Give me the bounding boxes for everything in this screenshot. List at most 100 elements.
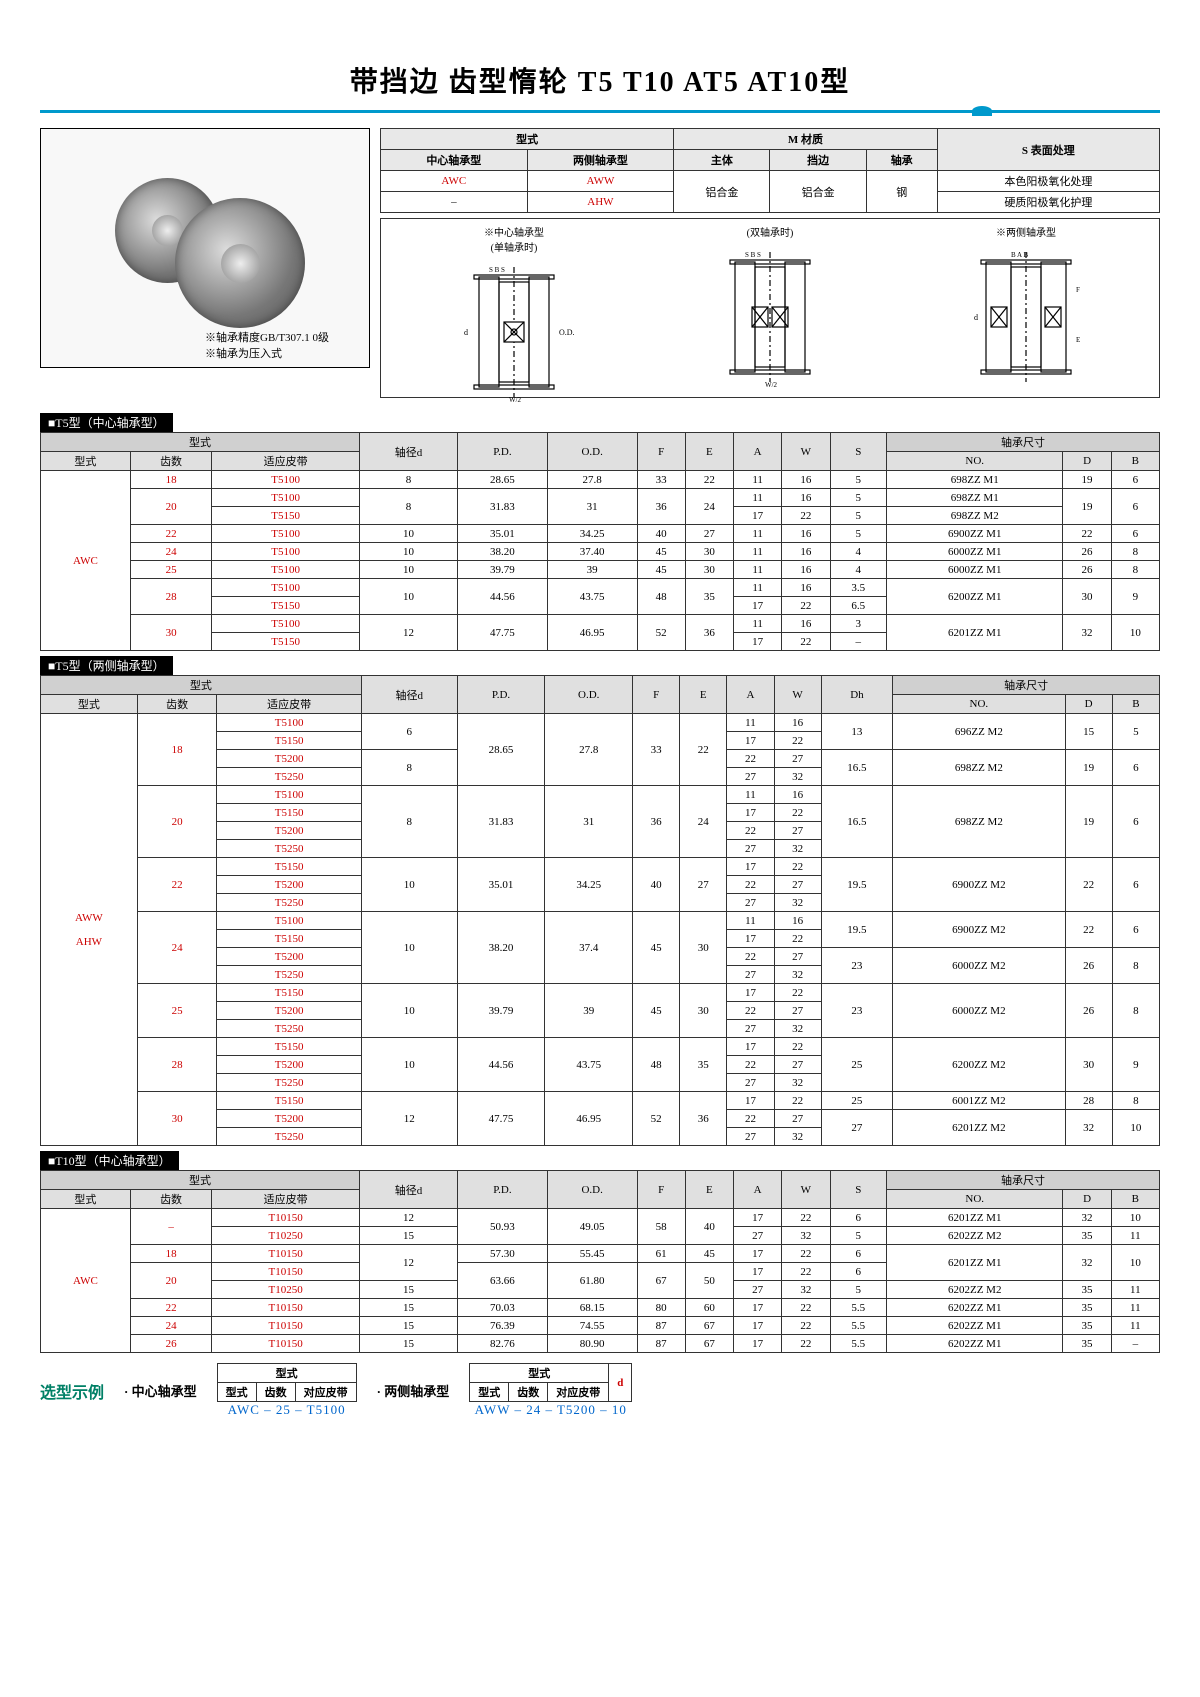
table-cell: T10250 [212,1227,360,1245]
note-line-2: ※轴承为压入式 [205,347,329,362]
table-cell: 61 [637,1245,685,1263]
table-cell: 48 [633,1038,680,1092]
table-cell: 26 [1063,543,1111,561]
table-cell: 61.80 [547,1263,637,1299]
table-row: 28T51001044.5643.75483511163.56200ZZ M13… [41,579,1160,597]
info-surf2: 硬质阳极氧化护理 [937,192,1159,213]
table-cell: 27 [734,1227,782,1245]
table-cell: 28 [137,1038,217,1092]
table-cell: 32 [1063,1245,1111,1281]
table-cell: 6 [830,1263,887,1281]
table-cell: 12 [360,615,458,651]
table-cell: 10 [361,984,457,1038]
table-cell: 45 [637,543,685,561]
table-cell: T5250 [217,894,361,912]
t10c-h-a: A [734,1171,782,1209]
table-cell: T5100 [217,714,361,732]
table-cell: 11 [1111,1299,1159,1317]
table-cell: 22 [782,633,830,651]
table-cell: 8 [361,750,457,786]
table-cell: 17 [727,1038,774,1056]
ex1-h-teeth: 齿数 [256,1383,295,1402]
table-cell: 698ZZ M1 [887,471,1063,489]
table-cell: T5250 [217,1128,361,1146]
table-cell: 19 [1065,786,1112,858]
table-row: 22T101501570.0368.15806017225.56202ZZ M1… [41,1299,1160,1317]
table-row: 18T101501257.3055.456145172266201ZZ M132… [41,1245,1160,1263]
table-cell: 31.83 [458,489,548,525]
table-cell: 32 [782,1281,830,1299]
table-cell: 15 [360,1299,458,1317]
table-cell: 45 [633,912,680,984]
table-cell: 33 [637,471,685,489]
diagram-row: ※中心轴承型(单轴承时) d O.D. S B S [380,218,1160,398]
table-cell: T5200 [217,876,361,894]
table-cell: 698ZZ M1 [887,489,1063,507]
table-cell: T10250 [212,1281,360,1299]
table-cell: 32 [774,1128,821,1146]
table-cell: T5150 [217,804,361,822]
table-cell: T5250 [217,768,361,786]
table-cell: 35 [680,1038,727,1092]
table-cell: 44.56 [457,1038,545,1092]
table-cell: 22 [782,1317,830,1335]
table-cell: T10150 [212,1317,360,1335]
table-cell: 10 [1112,1110,1159,1146]
table-cell: 70.03 [458,1299,548,1317]
table-cell: 35.01 [458,525,548,543]
table-cell: – [1111,1335,1159,1353]
table-cell: 12 [360,1245,458,1281]
info-sub-bearing: 轴承 [866,150,937,171]
t5c-h-bearing: 轴承尺寸 [887,433,1160,452]
table-cell: 698ZZ M2 [893,786,1065,858]
svg-text:B A B: B A B [1011,251,1028,259]
table-cell: 26 [1063,561,1111,579]
svg-text:W/2: W/2 [509,396,522,404]
table-cell: 33 [633,714,680,786]
section-t5b-header: ■T5型（两侧轴承型） [40,656,173,675]
table-cell: 30 [1063,579,1111,615]
table-cell: 6201ZZ M1 [887,1245,1063,1281]
table-cell: 6202ZZ M1 [887,1317,1063,1335]
table-cell: 10 [1111,615,1159,651]
selection-example: 选型示例 · 中心轴承型 型式 型式 齿数 对应皮带 AWC – 25 – T5… [40,1363,1160,1418]
table-cell: 8 [360,489,458,525]
table-cell: T5200 [217,750,361,768]
table-cell: 39.79 [458,561,548,579]
svg-text:d: d [464,328,468,337]
table-cell: 43.75 [545,1038,633,1092]
table-cell: 11 [734,543,782,561]
table-cell: 22 [774,804,821,822]
table-cell: 35 [1063,1335,1111,1353]
table-cell: 28.65 [457,714,545,786]
table-cell: 6000ZZ M2 [893,984,1065,1038]
table-row: 22T51501035.0134.254027172219.56900ZZ M2… [41,858,1160,876]
table-cell: T10150 [212,1335,360,1353]
ex1-h-type: 型式 [217,1383,256,1402]
table-t5b: 型式 轴径d P.D. O.D. F E A W Dh 轴承尺寸 型式 齿数 适… [40,675,1160,1146]
table-cell: 11 [1111,1317,1159,1335]
ex2-h-type: 型式 [470,1383,509,1402]
table-row: 30T51001247.7546.955236111636201ZZ M1321… [41,615,1160,633]
table-t5c: 型式 轴径d P.D. O.D. F E A W S 轴承尺寸 型式 齿数 适应… [40,432,1160,651]
table-cell: 32 [774,966,821,984]
t5c-h-b: B [1111,452,1159,471]
table-cell: 8 [1111,561,1159,579]
table-cell: 6 [830,1245,887,1263]
table-cell: 11 [734,489,782,507]
t5c-h-e: E [685,433,733,471]
table-cell: 17 [734,1263,782,1281]
example-label: 选型示例 [40,1379,104,1403]
table-cell: 5 [830,1281,887,1299]
table-cell: 16 [774,786,821,804]
t5b-h-d: D [1065,695,1112,714]
info-table: 型式 M 材质 S 表面处理 中心轴承型 两侧轴承型 主体 挡边 轴承 AWC … [380,128,1160,213]
table-cell: 6000ZZ M2 [893,948,1065,984]
table-cell: 28 [130,579,211,615]
table-cell: T5100 [212,525,360,543]
table-cell: 16.5 [821,750,892,786]
table-cell: 40 [637,525,685,543]
example-1-value: AWC – 25 – T5100 [217,1402,357,1418]
table-cell: 67 [637,1263,685,1299]
t10c-h-f: F [637,1171,685,1209]
